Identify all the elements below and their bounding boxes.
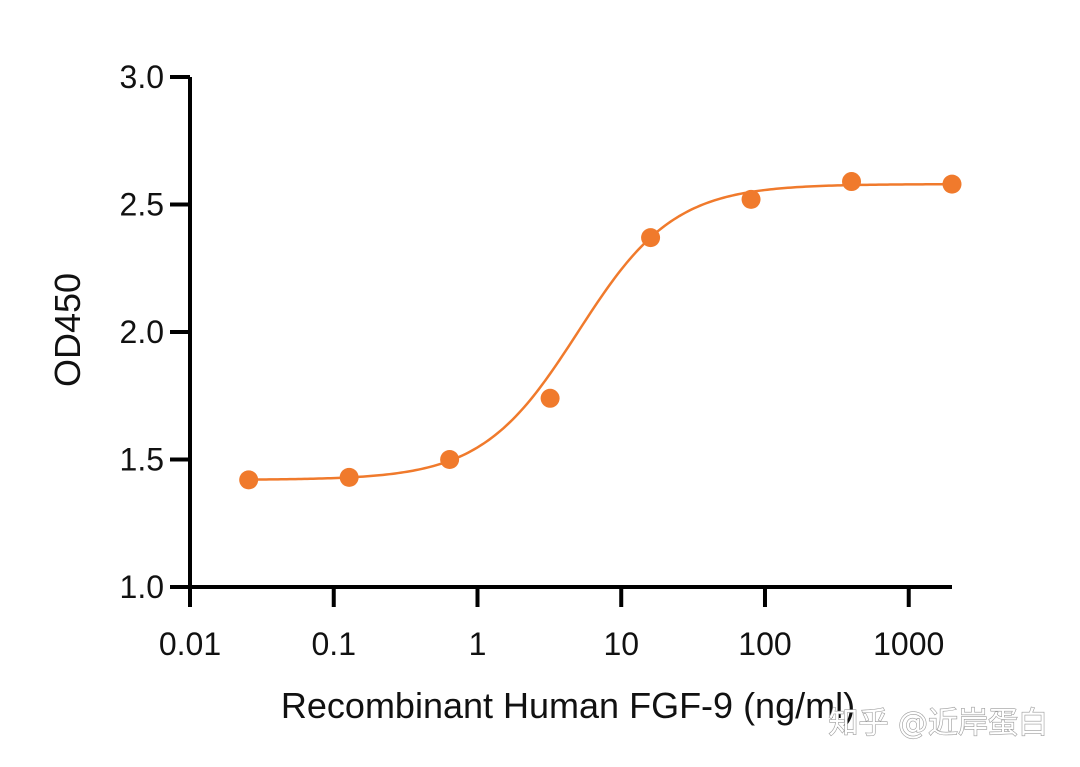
x-tick-label: 1000 [873,626,944,662]
x-tick-label: 10 [603,626,639,662]
data-point [339,467,359,487]
axes [188,77,952,589]
ticks [170,75,911,607]
data-points [239,172,962,490]
y-tick-label: 2.0 [120,314,164,350]
data-point [842,172,862,192]
y-tick-label: 2.5 [120,187,164,223]
x-axis-title: Recombinant Human FGF-9 (ng/ml) [281,685,855,726]
data-point [239,470,259,490]
x-tick-label: 100 [738,626,791,662]
x-tick-label: 0.1 [312,626,356,662]
y-tick-label: 1.5 [120,442,164,478]
x-tick-label: 0.01 [159,626,221,662]
y-tick-label: 1.0 [120,569,164,605]
data-point [942,174,962,194]
tick-labels: 1.0 1.5 2.0 2.5 3.0 0.01 0.1 1 10 100 1000 [120,59,945,662]
watermark: 知乎 @近岸蛋白 [828,706,1048,741]
data-point [540,388,560,408]
y-axis-title: OD450 [47,273,88,387]
fit-curve [248,182,953,481]
x-tick-label: 1 [469,626,487,662]
y-tick-label: 3.0 [120,59,164,95]
data-point [641,228,661,248]
data-point [440,450,460,469]
data-point [741,189,761,209]
